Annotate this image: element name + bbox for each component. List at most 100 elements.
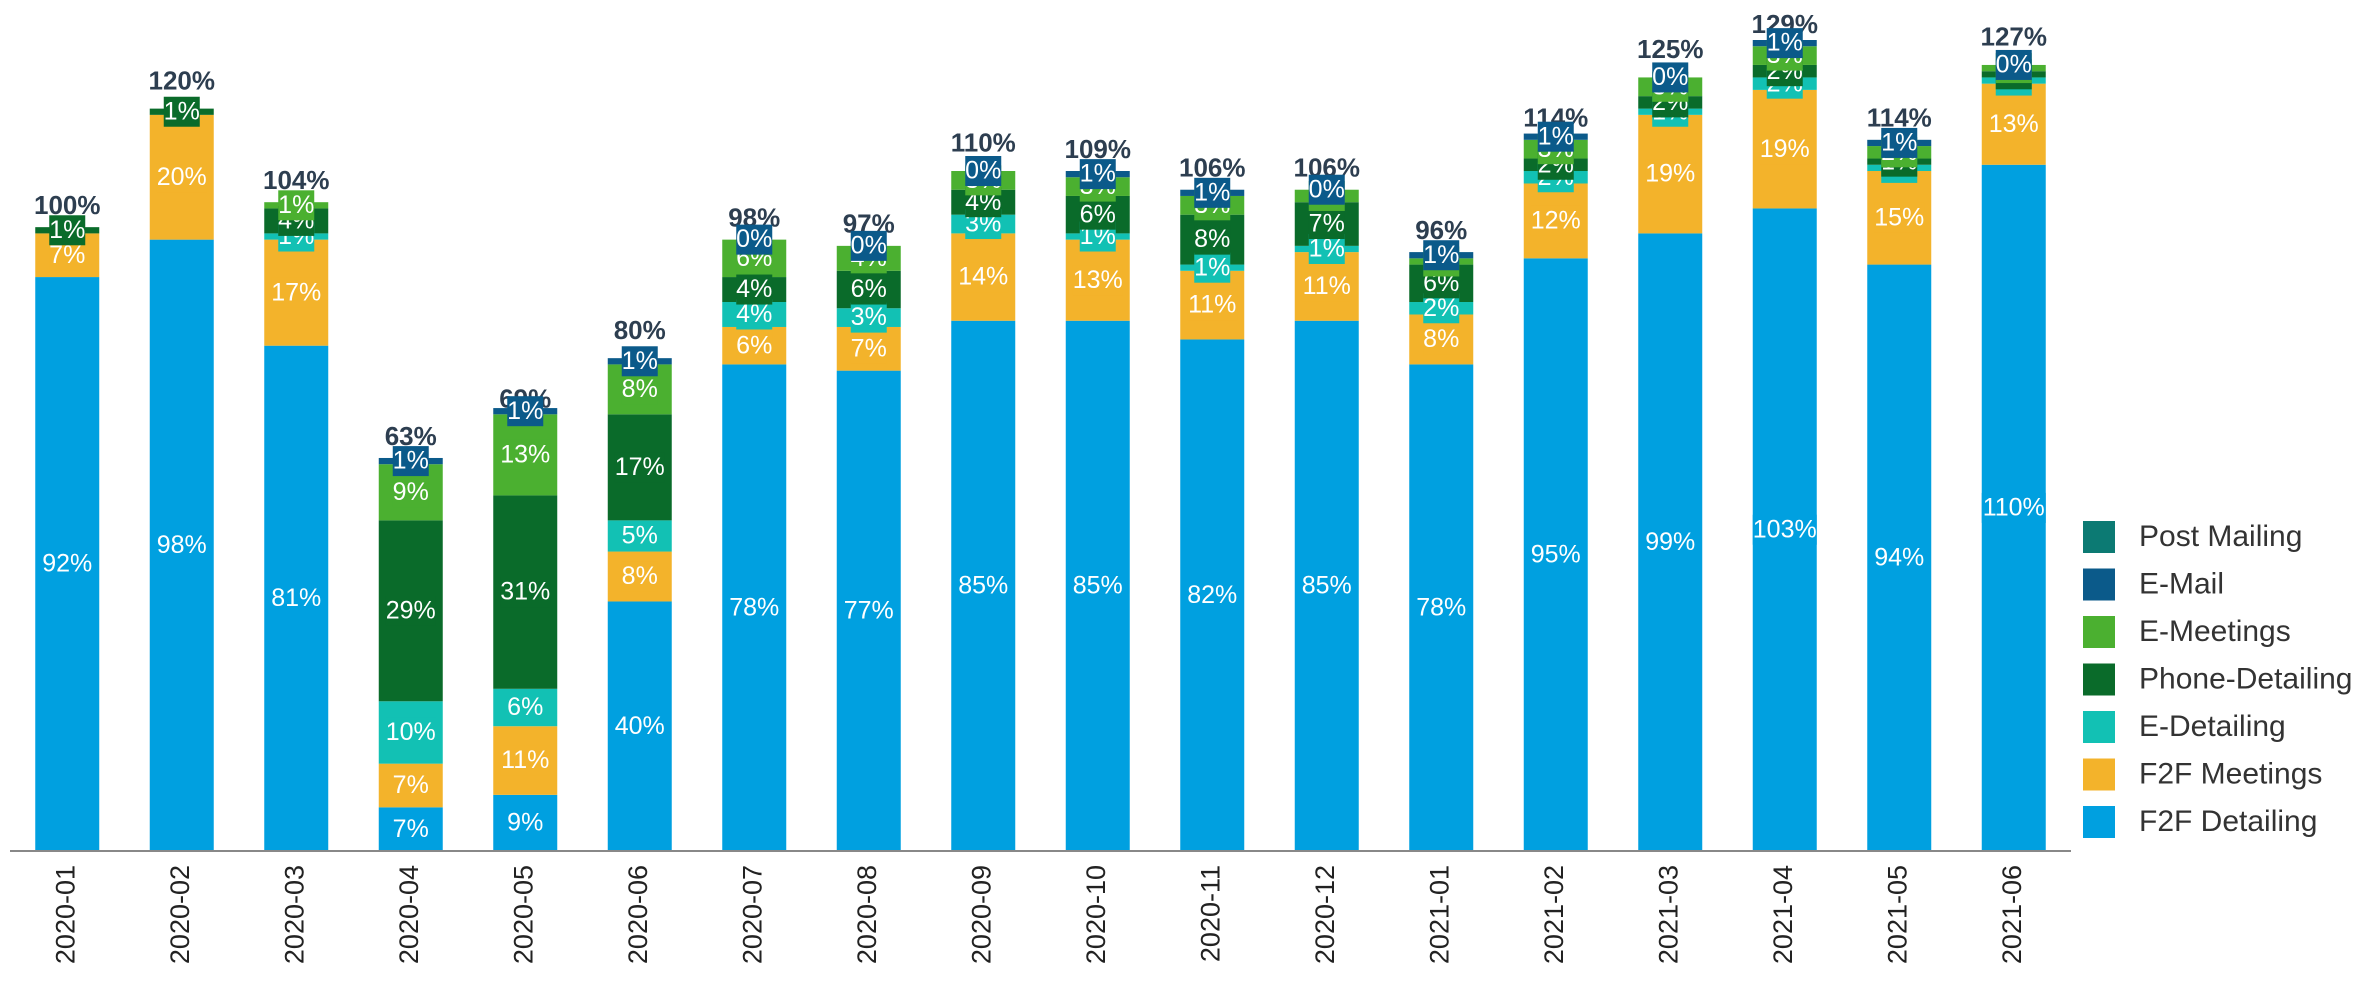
data-label: 99% <box>1645 528 1695 556</box>
legend-label: F2F Meetings <box>2139 757 2322 790</box>
data-label-box <box>507 396 544 427</box>
data-label: 3% <box>851 303 887 331</box>
data-label-box <box>621 374 658 405</box>
data-label-box <box>500 745 551 776</box>
data-label: 12% <box>1531 207 1581 235</box>
data-label-box <box>850 302 887 333</box>
data-label: 0% <box>1996 51 2032 79</box>
data-label-box <box>1530 539 1581 570</box>
data-label-box <box>958 262 1009 293</box>
data-label-box <box>843 595 894 626</box>
data-label: 1% <box>1767 29 1803 57</box>
data-label-box <box>621 561 658 592</box>
data-label-box <box>1988 109 2039 140</box>
data-label-box <box>1766 28 1803 59</box>
data-label: 4% <box>736 300 772 328</box>
data-label-box <box>271 277 322 308</box>
data-label-box <box>1308 209 1345 240</box>
legend-label: Post Mailing <box>2139 520 2302 553</box>
data-label-box <box>385 595 436 626</box>
data-label-box <box>1530 205 1581 236</box>
data-label: 1% <box>164 97 200 125</box>
data-label: 85% <box>1302 571 1352 599</box>
data-label: 20% <box>157 163 207 191</box>
data-label: 19% <box>1760 135 1810 163</box>
data-label: 85% <box>958 571 1008 599</box>
data-label-box <box>614 452 665 483</box>
data-label-box <box>1645 527 1696 558</box>
data-label: 8% <box>622 562 658 590</box>
data-label: 94% <box>1874 543 1924 571</box>
data-label: 1% <box>1080 160 1116 188</box>
data-label-box <box>278 190 315 221</box>
data-label: 7% <box>851 334 887 362</box>
data-label-box <box>1072 265 1123 296</box>
data-label: 78% <box>729 593 779 621</box>
data-label-box <box>1301 271 1352 302</box>
data-label: 1% <box>1881 129 1917 157</box>
legend-swatch <box>2083 711 2115 743</box>
x-tick-label: 2020-08 <box>852 865 882 964</box>
data-label: 0% <box>736 225 772 253</box>
data-label: 1% <box>1194 253 1230 281</box>
data-label-box <box>1187 580 1238 611</box>
data-label-box <box>1079 199 1116 230</box>
data-label: 8% <box>622 375 658 403</box>
x-tick-label: 2021-03 <box>1653 865 1683 964</box>
data-label-box <box>850 230 887 261</box>
data-label: 110% <box>1983 493 2045 521</box>
data-label: 31% <box>500 578 550 606</box>
total-label: 106% <box>1179 153 1246 183</box>
total-label: 114% <box>1867 103 1932 133</box>
data-label: 1% <box>393 447 429 475</box>
data-label: 103% <box>1753 515 1817 543</box>
legend-label: Phone-Detailing <box>2139 662 2352 695</box>
data-label-box <box>621 520 658 551</box>
data-label: 92% <box>42 550 92 578</box>
legend-label: E-Meetings <box>2139 615 2291 648</box>
data-label: 17% <box>615 453 665 481</box>
data-label-box <box>1995 49 2032 80</box>
data-label: 5% <box>622 522 658 550</box>
data-label: 11% <box>501 746 549 774</box>
data-label-box <box>1759 134 1810 165</box>
data-label: 29% <box>386 596 436 624</box>
data-label: 0% <box>965 157 1001 185</box>
total-label: 127% <box>1981 22 2048 52</box>
data-label: 6% <box>507 693 543 721</box>
data-label: 81% <box>271 584 321 612</box>
data-label: 4% <box>736 275 772 303</box>
x-tick-label: 2020-09 <box>966 865 996 964</box>
data-label: 1% <box>1194 178 1230 206</box>
data-label-box <box>500 577 551 608</box>
x-tick-label: 2020-02 <box>165 865 195 964</box>
data-label: 78% <box>1416 593 1466 621</box>
x-tick-label: 2020-04 <box>394 865 424 964</box>
legend-swatch <box>2083 806 2115 838</box>
data-label-box <box>729 592 780 623</box>
legend-swatch <box>2083 663 2115 696</box>
data-label-box <box>1301 570 1352 601</box>
data-label: 8% <box>1423 325 1459 353</box>
data-label-box <box>850 274 887 305</box>
data-label-box <box>1752 514 1817 545</box>
data-label: 7% <box>393 815 429 843</box>
data-label-box <box>392 477 429 508</box>
data-label-box <box>1416 592 1467 623</box>
data-label: 9% <box>393 478 429 506</box>
data-label-box <box>507 692 544 723</box>
x-tick-label: 2021-05 <box>1882 865 1912 964</box>
data-label: 1% <box>1423 241 1459 269</box>
data-label-box <box>500 439 551 470</box>
data-label: 6% <box>736 331 772 359</box>
data-label-box <box>392 814 429 845</box>
data-label-box <box>392 446 429 477</box>
data-label-box <box>1079 159 1116 190</box>
data-label: 1% <box>278 191 314 219</box>
data-label-box <box>1423 324 1460 355</box>
data-label-box <box>1187 290 1238 321</box>
data-label-box <box>958 570 1009 601</box>
data-label-box <box>621 346 658 377</box>
data-label: 2% <box>1423 294 1459 322</box>
total-label: 63% <box>385 421 437 451</box>
